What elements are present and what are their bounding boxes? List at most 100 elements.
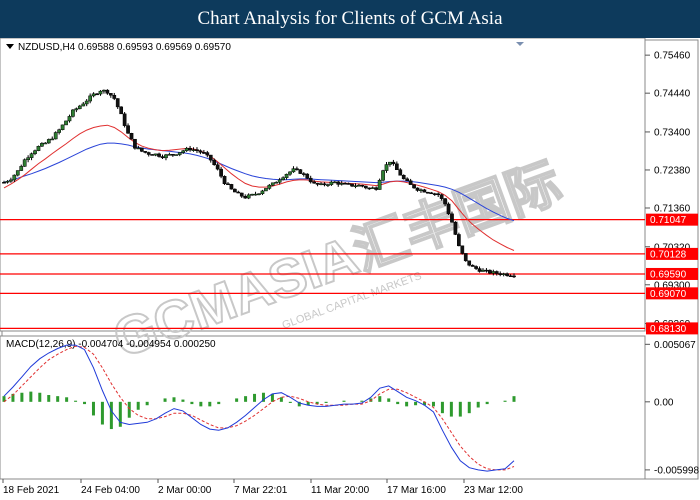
candle-body xyxy=(236,191,241,194)
candle-body xyxy=(50,138,55,141)
price-tick-label: 0.72380 xyxy=(654,165,691,176)
candle-body xyxy=(450,213,454,223)
candle-body xyxy=(67,116,72,122)
candle-body xyxy=(360,184,365,187)
candle-body xyxy=(488,269,492,274)
candle-body xyxy=(88,95,92,102)
level-label-box xyxy=(646,322,698,335)
candle-body xyxy=(208,154,213,161)
candle-body xyxy=(167,154,172,156)
candle-body xyxy=(239,192,244,197)
candle-body xyxy=(384,164,389,171)
time-tick-label: 23 Mar 12:00 xyxy=(464,485,523,496)
candle-body xyxy=(233,188,237,193)
candle-body xyxy=(57,129,61,133)
candle-body xyxy=(377,179,382,190)
time-tick-label: 2 Mar 00:00 xyxy=(158,485,212,496)
candle-body xyxy=(133,138,137,149)
candle-body xyxy=(394,163,399,170)
candle-body xyxy=(467,260,472,266)
candle-body xyxy=(353,185,358,188)
candle-body xyxy=(477,268,482,272)
candle-body xyxy=(322,183,327,186)
candle-body xyxy=(60,124,65,130)
candle-body xyxy=(257,193,261,195)
candle-body xyxy=(150,154,155,156)
candle-body xyxy=(508,275,513,277)
level-lines xyxy=(0,219,645,330)
candle-body xyxy=(281,177,285,181)
level-label: 0.70128 xyxy=(650,249,687,260)
candle-body xyxy=(243,195,248,199)
candle-body xyxy=(429,192,434,195)
candle-body xyxy=(460,245,465,254)
price-tick-label: 0.74440 xyxy=(654,89,691,100)
candle-body xyxy=(143,151,148,153)
level-label: 0.69070 xyxy=(650,289,687,300)
candle-body xyxy=(415,187,420,191)
candle-body xyxy=(329,181,334,185)
candle-body xyxy=(222,176,227,185)
candle-body xyxy=(84,100,89,105)
candle-body xyxy=(346,183,351,185)
candle-body xyxy=(2,182,6,184)
shift-marker-icon[interactable] xyxy=(516,42,524,46)
candle-body xyxy=(15,170,20,176)
candle-body xyxy=(81,103,86,107)
moving-averages xyxy=(3,124,515,251)
candle-body xyxy=(122,113,127,126)
candle-body xyxy=(105,89,110,94)
candle-body xyxy=(419,189,423,192)
symbol-dropdown-icon[interactable] xyxy=(6,44,14,49)
level-label: 0.69590 xyxy=(650,269,687,280)
candle-body xyxy=(212,159,217,165)
macd-tick-label: 0.00 xyxy=(654,397,674,408)
candle-body xyxy=(491,271,496,274)
candle-body xyxy=(274,182,279,184)
candle-body xyxy=(198,150,203,153)
candle-body xyxy=(357,184,361,187)
candle-body xyxy=(267,184,272,189)
candle-body xyxy=(388,161,392,165)
candle-body xyxy=(432,193,437,195)
candle-body xyxy=(426,191,430,194)
price-tick-label: 0.75460 xyxy=(654,51,691,62)
price-tick-label: 0.69300 xyxy=(654,280,691,291)
candle-body xyxy=(46,139,51,144)
macd-histogram xyxy=(2,391,516,430)
level-label: 0.68130 xyxy=(650,324,687,335)
candle-body xyxy=(188,148,192,151)
candle-body xyxy=(336,181,341,185)
candle-body xyxy=(139,147,144,152)
candle-body xyxy=(29,153,34,158)
candle-body xyxy=(453,222,458,235)
time-tick-label: 24 Feb 04:00 xyxy=(81,485,140,496)
candle-body xyxy=(43,142,48,145)
candle-body xyxy=(305,173,310,179)
level-label-box xyxy=(646,287,698,300)
candle-body xyxy=(339,183,344,185)
candle-body xyxy=(439,194,444,199)
slow-moving-average-line xyxy=(3,142,515,222)
macd-lines xyxy=(3,344,515,472)
candle-body xyxy=(153,153,158,156)
candle-body xyxy=(498,273,503,275)
candle-body xyxy=(260,190,265,194)
candle-body xyxy=(295,168,299,170)
candle-body xyxy=(64,120,68,126)
candle-body xyxy=(381,170,385,181)
candle-body xyxy=(195,149,199,151)
candle-body xyxy=(91,93,96,97)
macd-signal-line xyxy=(3,345,515,471)
candle-body xyxy=(202,152,206,154)
candle-body xyxy=(33,150,37,154)
time-tick-label: 18 Feb 2021 xyxy=(3,485,60,496)
level-label-box xyxy=(646,247,698,260)
candle-body xyxy=(126,125,130,134)
main-chart-header: NZDUSD,H4 0.69588 0.69593 0.69569 0.6957… xyxy=(18,42,231,53)
candle-body xyxy=(108,93,113,96)
candle-body xyxy=(171,154,175,156)
banner-title: Chart Analysis for Clients of GCM Asia xyxy=(0,0,700,38)
candle-body xyxy=(512,275,516,278)
candle-body xyxy=(264,188,268,192)
